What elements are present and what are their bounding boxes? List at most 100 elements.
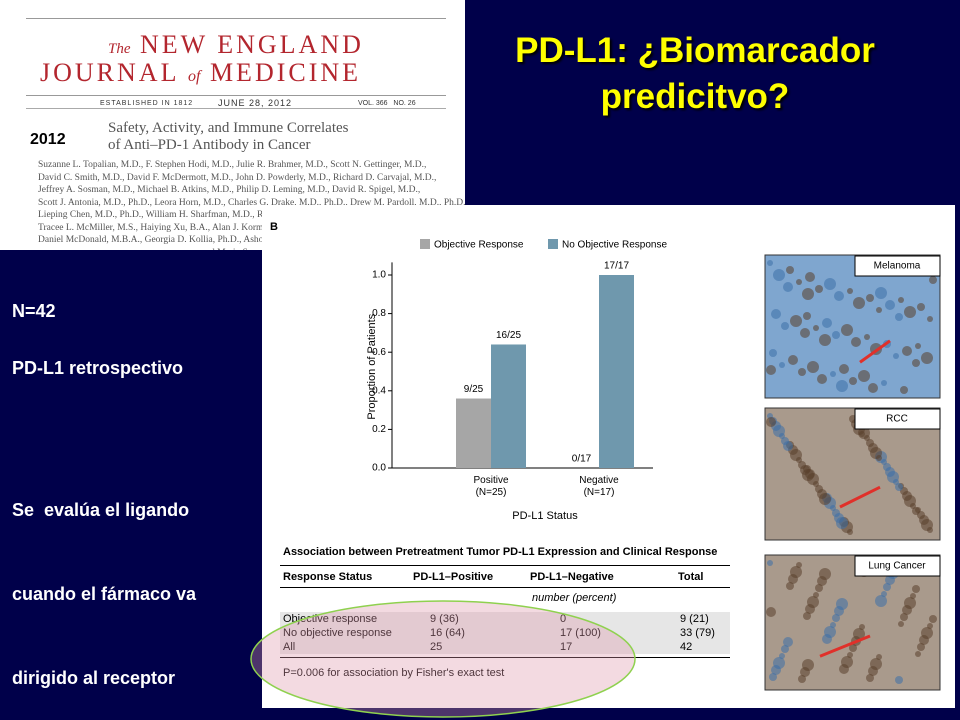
bar — [456, 398, 491, 468]
micrograph-cell — [769, 349, 777, 357]
micrograph: Lung Cancer — [764, 554, 941, 691]
masthead-of: of — [187, 68, 201, 85]
micrograph-cell — [881, 380, 887, 386]
micrograph-cell — [790, 566, 802, 578]
bullet: N=42 — [12, 297, 56, 325]
y-tick-label: 1.0 — [372, 270, 386, 281]
volume: VOL. 366 NO. 26 — [358, 100, 416, 107]
micrograph-cell — [817, 374, 827, 384]
y-tick-label: 0.4 — [372, 385, 386, 396]
slide-title: PD-L1: ¿Biomarcador predicitvo? — [430, 28, 960, 120]
micrograph: Melanoma — [764, 254, 941, 399]
author-line: Jeffrey A. Sosman, M.D., Michael B. Atki… — [38, 185, 421, 195]
micrograph-cell — [773, 269, 785, 281]
masthead-name: MEDICINE — [209, 58, 362, 87]
micrograph-cell — [927, 623, 933, 629]
masthead-the: The — [108, 41, 131, 57]
micrograph-cell — [847, 652, 853, 658]
legend-swatch — [420, 239, 430, 249]
micrograph-cell — [895, 676, 903, 684]
micrograph-cell — [876, 307, 882, 313]
legend-label: Objective Response — [434, 240, 524, 251]
x-tick-label-line: Negative — [579, 475, 619, 486]
micrograph-cell — [853, 628, 865, 640]
micrograph-cell — [915, 651, 921, 657]
author-line: Daniel McDonald, M.B.A., Georgia D. Koll… — [38, 235, 269, 245]
micrograph-cell — [866, 674, 874, 682]
micrograph-cell — [819, 568, 831, 580]
micrograph-cell — [864, 334, 870, 340]
micrograph-cell — [875, 287, 887, 299]
micrograph-cell — [881, 591, 887, 597]
bullet-line: Se evalúa el ligando — [12, 500, 190, 520]
bullet-line: cuando el fármaco va — [12, 584, 197, 604]
micrograph-cell — [813, 325, 819, 331]
legend-label: No Objective Response — [562, 240, 667, 251]
title-line: predicitvo? — [600, 77, 790, 116]
x-tick-label: Positive (N=25) — [473, 475, 508, 498]
author-line: Scott J. Antonia, M.D., Ph.D., Leora Hor… — [38, 197, 465, 208]
micrograph-cell — [830, 371, 836, 377]
y-tick-label: 0.0 — [372, 463, 386, 474]
y-tick-label: 0.6 — [372, 347, 386, 358]
micrograph-cell — [836, 380, 848, 392]
micrograph-cell — [773, 657, 785, 669]
rule — [26, 108, 446, 109]
micrograph-bg — [764, 407, 941, 541]
micrograph-cell — [781, 645, 789, 653]
micrograph-cell — [898, 621, 904, 627]
micrograph-cell — [815, 584, 823, 592]
micrograph-cell — [900, 386, 908, 394]
masthead-line1: The NEW ENGLAND — [108, 30, 364, 60]
article-title: Safety, Activity, and Immune Correlates … — [108, 120, 349, 154]
micrograph-cell — [822, 318, 832, 328]
micrograph-label: RCC — [886, 414, 908, 425]
micrograph-cell — [927, 316, 933, 322]
micrograph-cell — [912, 507, 920, 515]
micrograph-cell — [876, 455, 882, 461]
micrograph-cell — [802, 659, 814, 671]
micrograph-cell — [851, 337, 861, 347]
micrograph-cell — [853, 297, 865, 309]
micrograph-cell — [802, 469, 814, 481]
bullet-line: N=42 — [12, 301, 56, 321]
micrograph-cell — [910, 593, 916, 599]
micrograph-cell — [858, 370, 870, 382]
micrograph-cell — [866, 294, 874, 302]
bullet: Se evalúa el ligando cuando el fármaco v… — [12, 440, 196, 720]
micrograph-cell — [929, 276, 937, 284]
micrograph-cell — [779, 653, 785, 659]
x-axis-label: PD-L1 Status — [512, 510, 578, 522]
micrograph-label: Lung Cancer — [868, 561, 926, 572]
micrograph-label: Melanoma — [874, 261, 921, 272]
micrograph-cell — [767, 560, 773, 566]
micrograph-cell — [883, 583, 891, 591]
micrograph-cell — [902, 346, 912, 356]
micrograph-cell — [859, 624, 865, 630]
micrograph-cell — [766, 607, 776, 617]
micrograph-cell — [921, 627, 933, 639]
authors: Suzanne L. Topalian, M.D., F. Stephen Ho… — [38, 159, 465, 250]
micrograph-cell — [798, 675, 806, 683]
micrograph-cell — [796, 279, 802, 285]
micrograph-cell — [893, 353, 899, 359]
micrograph-cell — [807, 361, 819, 373]
micrograph-cell — [868, 383, 878, 393]
y-tick-label: 0.8 — [372, 308, 386, 319]
micrograph-cell — [783, 441, 793, 451]
masthead-frame — [26, 18, 446, 96]
established: ESTABLISHED IN 1812 — [100, 100, 194, 107]
micrograph-cell — [766, 365, 776, 375]
micrograph-tag — [854, 408, 941, 430]
micrograph-cell — [870, 658, 882, 670]
micrograph-cell — [786, 266, 794, 274]
micrograph-cell — [921, 352, 933, 364]
masthead-name: JOURNAL — [40, 58, 179, 87]
micrograph-cell — [783, 637, 793, 647]
bar — [491, 344, 526, 468]
author-line: Suzanne L. Topalian, M.D., F. Stephen Ho… — [38, 160, 427, 170]
micrograph-cell — [783, 282, 793, 292]
micrograph-tag — [854, 255, 941, 277]
masthead-name: NEW ENGLAND — [140, 30, 364, 59]
micrograph-cell — [912, 359, 920, 367]
